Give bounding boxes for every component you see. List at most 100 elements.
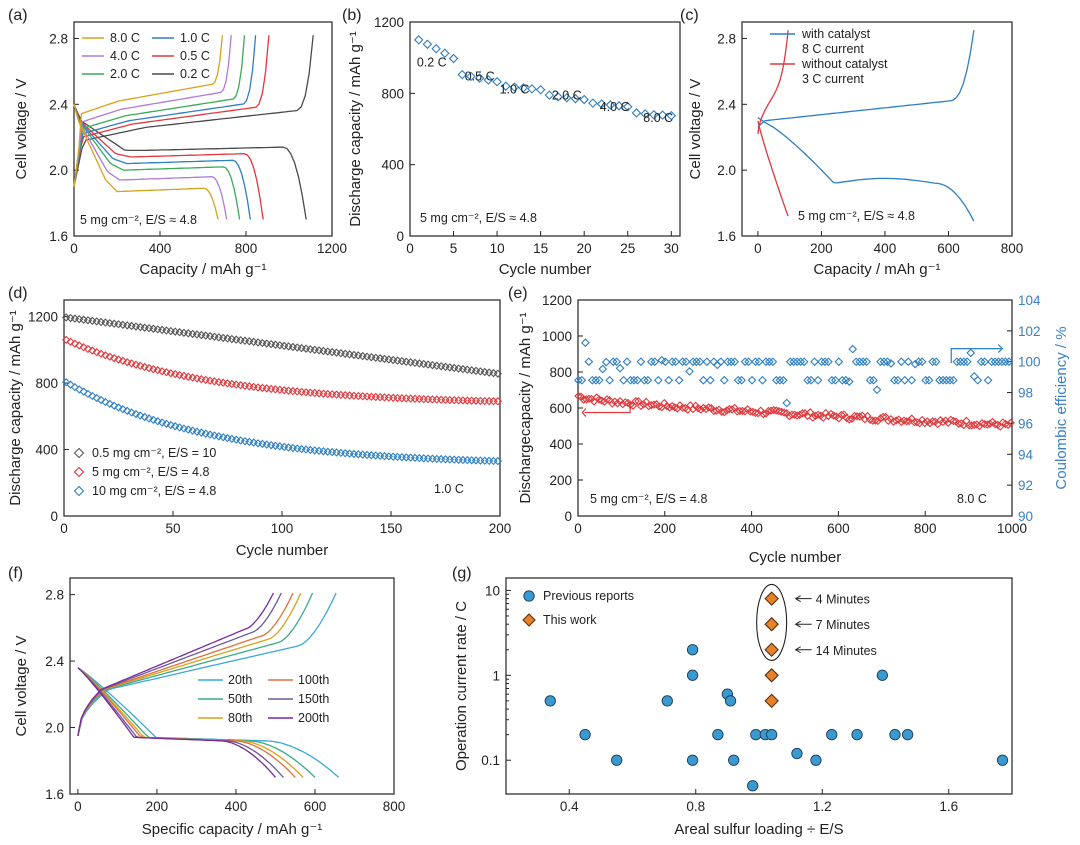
- data-point: [166, 420, 175, 430]
- data-point: [855, 412, 864, 421]
- panel-c-xtick-label: 200: [810, 241, 833, 256]
- data-point: [865, 415, 875, 424]
- panel-e-rate: 8.0 C: [957, 492, 987, 506]
- panel-e-xtick-label: 200: [654, 521, 677, 536]
- data-point: [527, 84, 537, 94]
- data-point: [413, 35, 424, 45]
- efficiency-point: [931, 357, 941, 367]
- panel-e-ytick-label: 200: [549, 473, 572, 488]
- data-point: [428, 395, 437, 404]
- data-point: [746, 407, 755, 416]
- left-axis-arrow: [584, 400, 631, 414]
- efficiency-point: [688, 357, 698, 367]
- data-point: [101, 351, 110, 360]
- panel-e-xtick-label: 800: [914, 521, 937, 536]
- efficiency-point: [973, 375, 983, 385]
- panel-e-right-ylabel: Coulombic efficiency / %: [1053, 326, 1070, 489]
- legend-label: 5 mg cm⁻², E/S = 4.8: [92, 465, 209, 479]
- efficiency-point: [598, 364, 608, 374]
- panel-c-ytick-label: 2.8: [717, 31, 736, 46]
- panel-e-right-ytick-label: 90: [1018, 509, 1033, 524]
- efficiency-point: [792, 357, 802, 367]
- data-point: [850, 411, 859, 421]
- data-point: [764, 668, 779, 683]
- data-point: [990, 419, 1000, 429]
- series-line: [73, 35, 232, 187]
- legend-marker: [73, 485, 85, 497]
- efficiency-point: [810, 357, 819, 367]
- data-point: [131, 360, 141, 369]
- efficiency-point: [830, 375, 840, 385]
- efficiency-point: [695, 357, 705, 367]
- data-point: [636, 401, 646, 411]
- rate-label: 2.0 C: [552, 89, 582, 103]
- efficiency-point: [643, 375, 653, 385]
- data-point: [544, 695, 556, 707]
- data-point: [441, 395, 450, 405]
- panel-e-right-ytick-label: 98: [1018, 386, 1033, 401]
- panel-g-xlabel: Areal sulfur loading ÷ E/S: [674, 821, 843, 838]
- efficiency-point: [626, 375, 635, 385]
- data-point: [480, 456, 489, 465]
- data-point: [810, 754, 822, 766]
- efficiency-point: [581, 338, 590, 348]
- panel-c-annotation: 5 mg cm⁻², E/S ≈ 4.8: [798, 209, 915, 223]
- data-point: [764, 591, 779, 606]
- data-point: [184, 425, 193, 434]
- data-point: [422, 39, 433, 50]
- legend-label: 2.0 C: [110, 67, 140, 81]
- efficiency-point: [817, 357, 826, 367]
- efficiency-point: [837, 375, 847, 385]
- legend-label: 100th: [298, 673, 329, 687]
- panel-g-ytick-label: 0.1: [481, 753, 500, 768]
- data-point: [753, 409, 763, 418]
- data-point: [621, 398, 630, 407]
- data-point: [657, 110, 668, 120]
- data-point: [127, 359, 136, 368]
- legend-marker: [523, 590, 535, 602]
- panel-c-xlabel: Capacity / mAh g⁻¹: [813, 261, 940, 278]
- data-point: [712, 406, 721, 415]
- data-point: [544, 90, 555, 100]
- data-point: [769, 406, 778, 415]
- efficiency-point: [775, 375, 785, 385]
- data-point: [596, 99, 607, 109]
- efficiency-point: [782, 398, 792, 408]
- data-point: [622, 101, 633, 112]
- panel-c-ylabel: Cell voltage / V: [687, 79, 704, 180]
- panel-b-xtick-label: 20: [577, 241, 592, 256]
- data-point: [837, 410, 846, 420]
- panel-b-xtick-label: 5: [450, 241, 458, 256]
- panel-e-ylabel: Dischargecapacity / mAh g⁻¹: [517, 312, 534, 503]
- data-point: [740, 407, 750, 416]
- panel-b-ytick-label: 0: [396, 229, 404, 244]
- data-point: [450, 455, 459, 464]
- efficiency-point: [591, 375, 601, 385]
- data-point: [954, 419, 963, 428]
- data-point: [123, 357, 132, 367]
- data-point: [440, 48, 450, 58]
- efficiency-point: [587, 375, 597, 385]
- data-point: [605, 396, 614, 405]
- panel-g-xtick-label: 1.2: [813, 799, 832, 814]
- panel-d-xtick-label: 150: [380, 521, 403, 536]
- efficiency-point: [605, 375, 615, 385]
- annotation-arrowhead: [794, 595, 801, 603]
- efficiency-point: [785, 357, 795, 367]
- panel-g-xtick-label: 0.4: [560, 799, 579, 814]
- data-point: [878, 412, 888, 422]
- data-point: [62, 378, 71, 387]
- efficiency-point: [959, 357, 969, 367]
- efficiency-point: [865, 375, 875, 385]
- panel-d-xtick-label: 100: [271, 521, 294, 536]
- data-point: [484, 396, 494, 406]
- data-point: [109, 353, 119, 363]
- legend-label: without catalyst: [801, 57, 888, 71]
- data-point: [105, 399, 114, 409]
- data-point: [678, 403, 687, 412]
- efficiency-point: [1001, 357, 1010, 367]
- panel-f-ytick-label: 2.0: [45, 721, 64, 736]
- panel-c-panel-label: (c): [680, 7, 699, 24]
- series-line: [77, 592, 275, 736]
- panel-e-ytick-label: 800: [549, 365, 572, 380]
